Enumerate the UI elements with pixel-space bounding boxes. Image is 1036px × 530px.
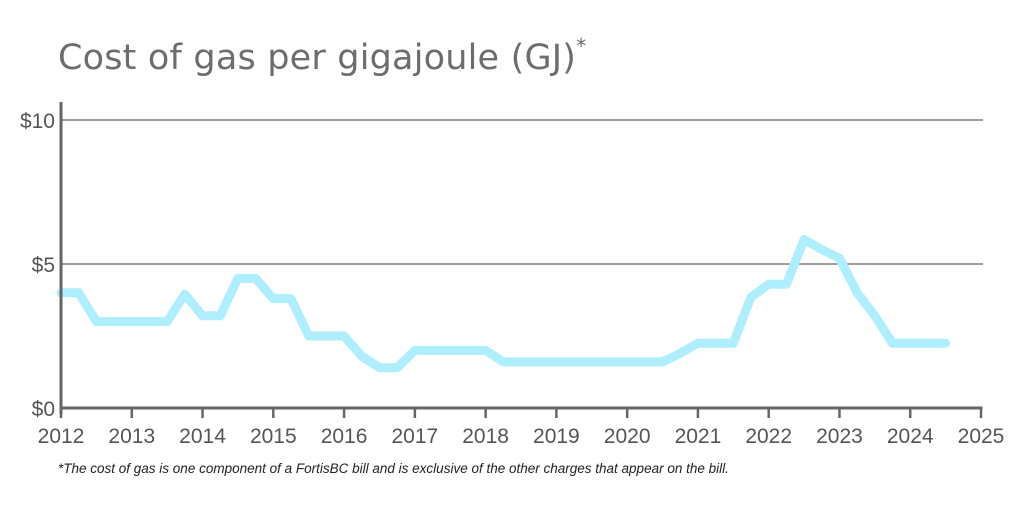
y-tick-label: $10 xyxy=(20,110,55,133)
y-tick-label: $5 xyxy=(32,254,55,277)
x-tick-label: 2020 xyxy=(604,425,651,448)
gridlines xyxy=(61,119,983,265)
y-tick-labels: $0 $5 $10 xyxy=(20,110,55,421)
x-tick-label: 2024 xyxy=(887,425,934,448)
x-tick-label: 2019 xyxy=(533,425,580,448)
x-tick-label: 2015 xyxy=(250,425,297,448)
chart-title-text: Cost of gas per gigajoule (GJ) xyxy=(58,38,577,78)
x-tick-label: 2012 xyxy=(38,425,85,448)
x-tick-label: 2017 xyxy=(391,425,438,448)
x-tick-label: 2025 xyxy=(958,425,1005,448)
x-tick-label: 2014 xyxy=(179,425,226,448)
x-tick-labels: 2012 2013 2014 2015 2016 2017 2018 2019 2020 2021… xyxy=(38,425,1005,448)
x-tick-label: 2023 xyxy=(816,425,863,448)
chart-title: Cost of gas per gigajoule (GJ)* xyxy=(58,34,586,78)
line-chart: $0 $5 $10 2012 2013 2014 2015 2016 2017 2018 2019… xyxy=(20,102,1005,448)
series-layer xyxy=(56,235,951,373)
footnote: *The cost of gas is one component of a F… xyxy=(58,461,729,476)
axes xyxy=(59,102,983,418)
x-tick-label: 2022 xyxy=(745,425,792,448)
x-tick-label: 2021 xyxy=(675,425,722,448)
title-footnote-mark: * xyxy=(576,34,587,58)
x-tick-label: 2013 xyxy=(108,425,155,448)
x-tick-label: 2016 xyxy=(321,425,368,448)
series-line xyxy=(56,235,951,373)
x-tick-label: 2018 xyxy=(462,425,509,448)
y-tick-label: $0 xyxy=(32,398,55,421)
